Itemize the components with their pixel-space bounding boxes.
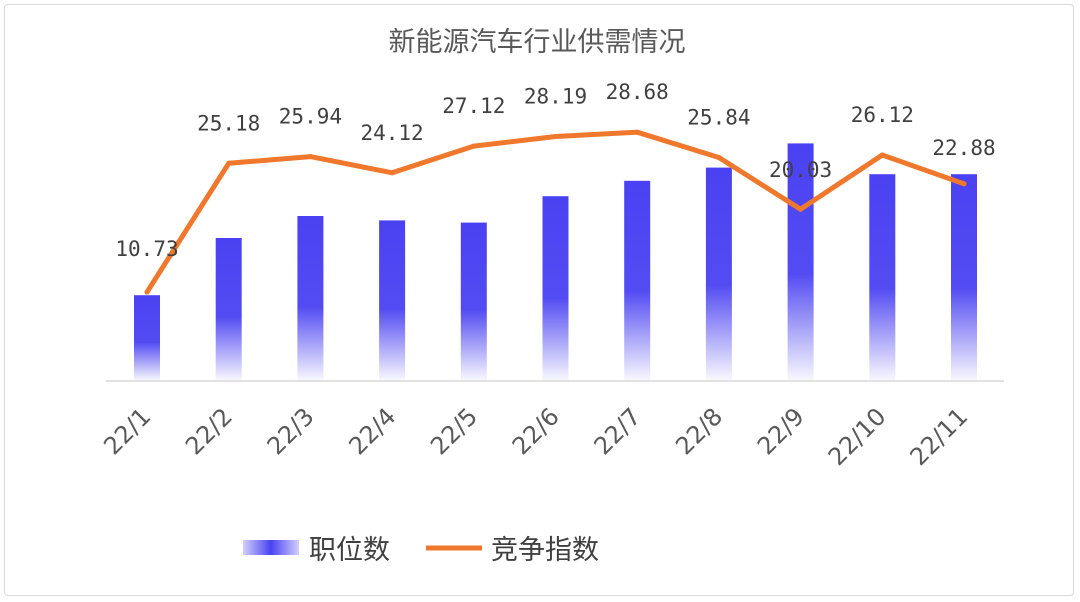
line-point-22/9: [798, 206, 804, 212]
legend: 职位数 竞争指数: [243, 535, 599, 566]
line-point-22/7: [634, 129, 640, 135]
data-label-22/8: 25.84: [687, 106, 750, 130]
legend-item-jobs[interactable]: 职位数: [243, 535, 390, 566]
bar-22/11: [951, 174, 977, 381]
data-label-22/9: 20.03: [769, 158, 832, 182]
x-tick-label-22/6: 22/6: [507, 402, 565, 460]
x-tick-label-22/4: 22/4: [343, 402, 401, 460]
legend-label-jobs: 职位数: [309, 535, 390, 566]
data-label-22/2: 25.18: [197, 111, 260, 135]
line-point-22/10: [879, 152, 885, 158]
bar-22/4: [379, 220, 406, 381]
line-point-22/4: [389, 170, 395, 176]
x-tick-label-22/11: 22/11: [905, 402, 974, 471]
data-label-22/7: 28.68: [606, 80, 669, 104]
x-tick-label-22/10: 22/10: [823, 402, 892, 471]
x-tick-label-22/9: 22/9: [752, 402, 810, 460]
line-point-22/5: [471, 143, 477, 149]
x-tick-label-22/1: 22/1: [98, 402, 156, 460]
legend-item-competition[interactable]: 竞争指数: [426, 535, 599, 566]
data-label-22/3: 25.94: [279, 105, 342, 129]
bar-22/8: [705, 167, 732, 381]
x-axis-ticks: 22/1 22/2 22/3 22/4 22/5 22/6 22/7 22/8 22/9 22/1…: [98, 402, 973, 471]
line-point-22/11: [961, 181, 967, 187]
data-label-22/11: 22.88: [932, 136, 995, 160]
bar-22/5: [460, 222, 487, 381]
line-point-22/3: [307, 154, 313, 160]
data-label-22/1: 10.73: [115, 237, 178, 261]
bar-22/2: [215, 238, 242, 381]
data-label-22/10: 26.12: [851, 103, 914, 127]
chart-frame: [4, 4, 1074, 596]
chart-title: 新能源汽车行业供需情况: [389, 27, 686, 58]
x-tick-label-22/8: 22/8: [670, 402, 728, 460]
data-label-22/6: 28.19: [524, 85, 587, 109]
x-tick-label-22/7: 22/7: [589, 402, 647, 460]
line-point-22/8: [716, 155, 722, 160]
legend-swatch-bar: [243, 540, 299, 555]
bar-22/9: [787, 143, 814, 381]
bar-22/7: [624, 180, 651, 381]
line-point-22/2: [226, 160, 232, 166]
bar-series: [134, 143, 977, 381]
data-label-22/5: 27.12: [442, 94, 505, 118]
line-series: [144, 129, 967, 295]
data-label-22/4: 24.12: [360, 121, 423, 145]
legend-label-competition: 竞争指数: [491, 535, 599, 566]
x-tick-label-22/5: 22/5: [425, 402, 483, 460]
bar-22/6: [542, 196, 569, 381]
x-tick-label-22/2: 22/2: [180, 402, 238, 460]
data-labels: 10.73 25.18 25.94 24.12 27.12 28.19 28.68 25.84…: [115, 80, 995, 261]
bar-22/10: [869, 174, 896, 381]
line-point-22/1: [144, 289, 150, 295]
line-point-22/6: [553, 134, 558, 139]
bar-22/3: [297, 216, 324, 381]
bar-22/1: [134, 295, 160, 381]
x-tick-label-22/3: 22/3: [262, 402, 320, 460]
